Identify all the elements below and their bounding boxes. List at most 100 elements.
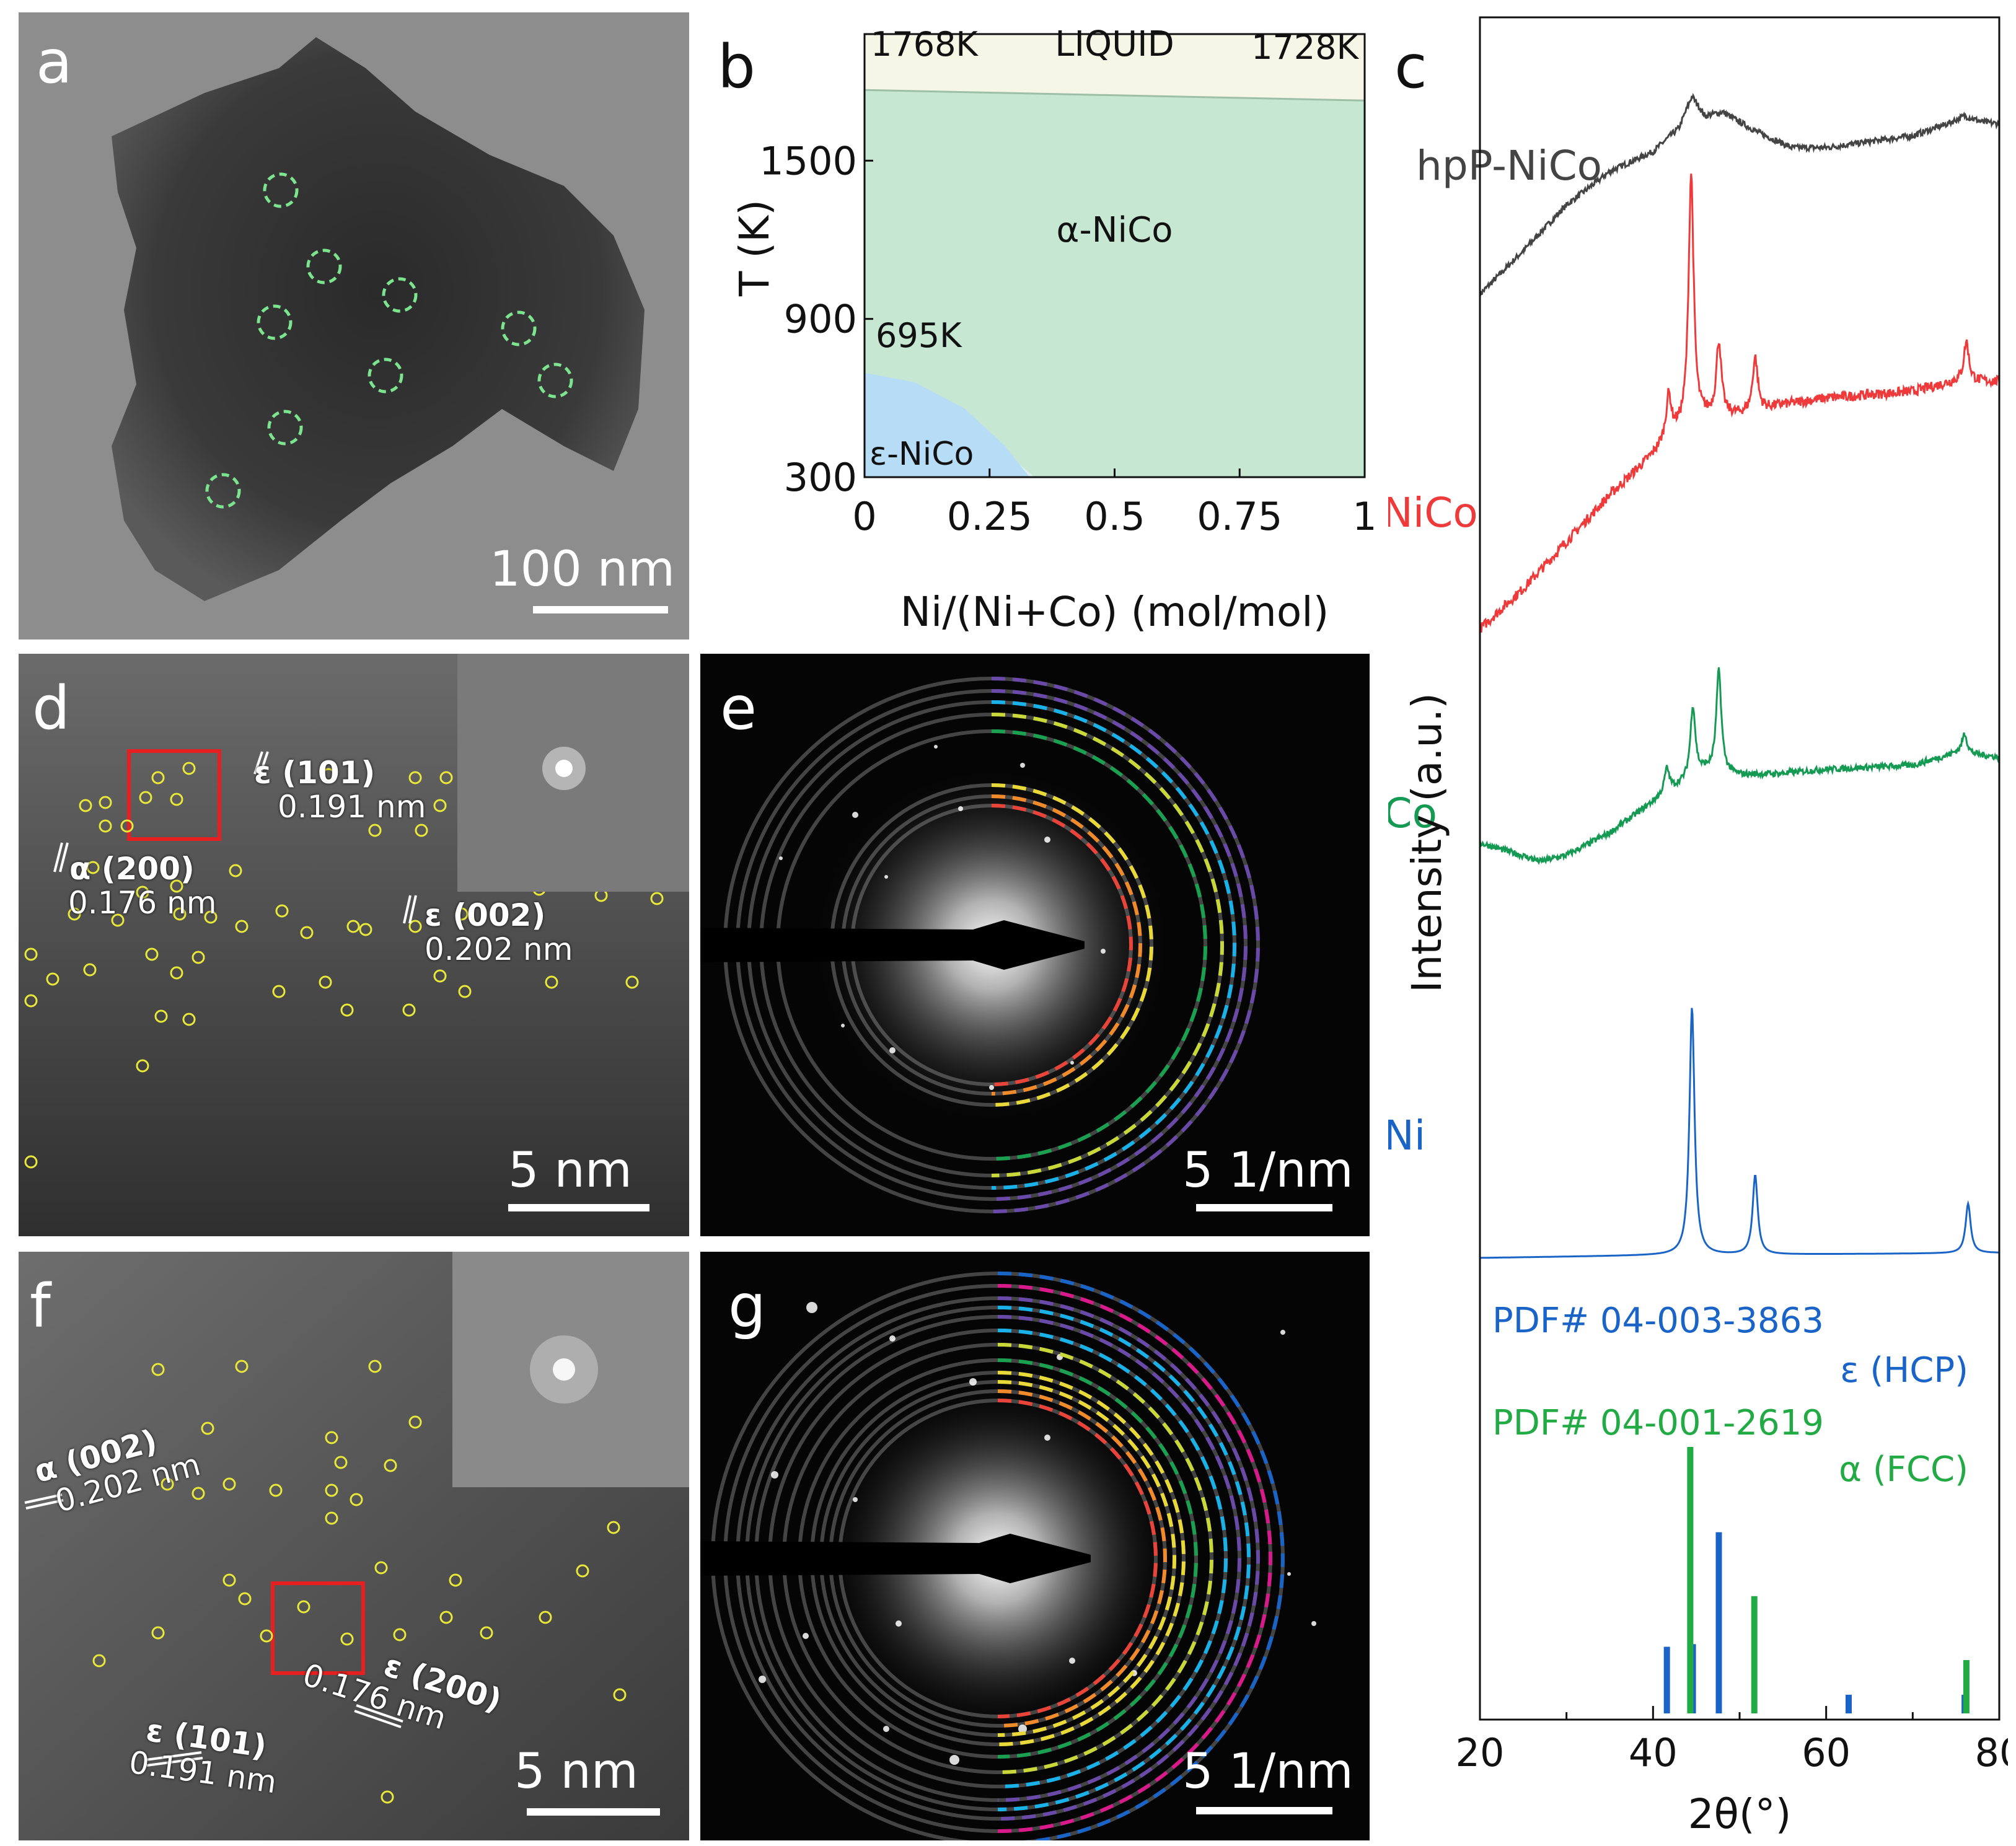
indexed-ring-arc bbox=[991, 677, 1260, 1213]
scale-bar bbox=[533, 606, 668, 613]
panel-label: a bbox=[36, 27, 73, 97]
y-tick-label: 300 bbox=[784, 455, 857, 500]
indexed-ring-arc bbox=[997, 1284, 1272, 1833]
scale-bar-label: 5 1/nm bbox=[1182, 1143, 1354, 1198]
lattice-annotation: ε (002) 0.202 nm bbox=[425, 899, 573, 967]
y-tick-label: 900 bbox=[784, 297, 857, 342]
plane-label: α (200) bbox=[69, 851, 195, 887]
x-axis-label: Ni/(Ni+Co) (mol/mol) bbox=[900, 588, 1329, 636]
scale-bar-label: 100 nm bbox=[490, 542, 676, 597]
indexed-ring-arc bbox=[997, 1343, 1213, 1774]
scale-bar-label: 5 1/nm bbox=[1182, 1744, 1354, 1800]
liquid-region bbox=[865, 34, 1365, 101]
hrtem-image bbox=[19, 654, 689, 1236]
diffraction-spot bbox=[969, 1378, 977, 1386]
indexed-ring-arc bbox=[997, 1371, 1186, 1746]
x-tick-label: 1 bbox=[1352, 494, 1376, 539]
x-tick-label: 0.5 bbox=[1084, 494, 1145, 539]
indexed-ring-arc bbox=[991, 783, 1153, 1107]
panel-a-tem-image: a 100 nm bbox=[19, 12, 689, 640]
panel-label: f bbox=[30, 1272, 51, 1341]
liquidus-line bbox=[864, 89, 1365, 102]
x-tick-label: 60 bbox=[1802, 1730, 1851, 1775]
diffraction-spot bbox=[1069, 1658, 1075, 1664]
diffraction-spot bbox=[889, 1335, 896, 1342]
diffraction-spot bbox=[989, 1085, 994, 1090]
diffraction-spot bbox=[934, 745, 938, 749]
region-of-interest bbox=[127, 749, 221, 841]
beam-stopper bbox=[700, 920, 1085, 970]
panel-label: g bbox=[728, 1272, 766, 1341]
nanoparticle-markers bbox=[205, 172, 573, 509]
indexed-ring-arc bbox=[991, 794, 1142, 1096]
diffraction-spot bbox=[949, 1755, 959, 1765]
saed-pattern bbox=[700, 677, 1260, 1213]
panel-label: d bbox=[32, 674, 70, 743]
indexed-ring-arc bbox=[997, 1358, 1198, 1759]
xrd-chart: hpP-NiCo hp-NiCo hp-Co hp-Ni PDF# 04-003-386… bbox=[1388, 16, 2008, 1838]
reference-phase: α (FCC) bbox=[1839, 1449, 1968, 1490]
atom-markers bbox=[92, 1360, 627, 1804]
scale-bar bbox=[508, 1204, 649, 1211]
panel-f-hrtem: α (002) 0.202 nm ε (200) 0.176 nm ε (101… bbox=[19, 1252, 689, 1840]
epsilon-region bbox=[865, 372, 1030, 477]
panel-c-xrd: hpP-NiCo hp-NiCo hp-Co hp-Ni PDF# 04-003-386… bbox=[1388, 12, 2008, 1840]
indexed-ring-arc bbox=[991, 729, 1207, 1161]
xrd-series-hp-NiCo bbox=[1479, 174, 2001, 633]
x-tick-label: 0 bbox=[852, 494, 876, 539]
indexed-ring-arc bbox=[991, 713, 1224, 1177]
series-label: hp-NiCo bbox=[1388, 489, 1478, 537]
reference-pdf: PDF# 04-001-2619 bbox=[1492, 1403, 1824, 1443]
x-tick-label: 40 bbox=[1629, 1730, 1678, 1775]
diffraction-spot bbox=[806, 1302, 817, 1313]
indexed-ring-arc bbox=[997, 1296, 1260, 1821]
region-label-liquid: LIQUID bbox=[1055, 24, 1174, 64]
diffraction-spot bbox=[884, 875, 888, 879]
y-axis-label: T (K) bbox=[731, 200, 778, 297]
diffraction-spot bbox=[1044, 837, 1050, 843]
reference-phase: ε (HCP) bbox=[1840, 1350, 1968, 1391]
y-tick-label: 1500 bbox=[759, 138, 857, 183]
plane-label: ε (101) bbox=[254, 755, 376, 791]
panel-g-saed: g 5 1/nm bbox=[700, 1252, 1370, 1840]
scale-bar bbox=[527, 1808, 660, 1816]
phase-diagram-chart: 300 900 1500 0 0.25 0.5 0.75 1 Ni/(Ni+Co) (mol/m… bbox=[731, 24, 1377, 636]
region-of-interest bbox=[271, 1581, 365, 1675]
x-tick-label: 80 bbox=[1975, 1730, 2008, 1775]
diffraction-spot bbox=[889, 1047, 896, 1053]
lattice-annotation: ε (101) 0.191 nm bbox=[254, 756, 426, 824]
panel-label: b bbox=[718, 32, 755, 102]
diffraction-spot bbox=[896, 1620, 902, 1627]
indexed-ring-arc bbox=[997, 1272, 1285, 1840]
d-spacing: 0.176 nm bbox=[68, 885, 217, 921]
diffraction-spot bbox=[1287, 1572, 1291, 1576]
diffraction-spot bbox=[841, 1024, 845, 1027]
d-spacing: 0.202 nm bbox=[425, 931, 573, 967]
indexed-ring-arc bbox=[997, 1380, 1176, 1737]
diffraction-spot bbox=[853, 1497, 858, 1502]
diffraction-spot bbox=[1280, 1330, 1285, 1335]
diffraction-spot bbox=[759, 1676, 766, 1683]
x-tick-label: 20 bbox=[1456, 1730, 1505, 1775]
diffraction-spot bbox=[1101, 949, 1106, 954]
scale-bar bbox=[1196, 1807, 1332, 1814]
annotation-695K: 695K bbox=[876, 316, 962, 355]
annotation-1768K: 1768K bbox=[871, 25, 979, 64]
plane-label: ε (002) bbox=[425, 897, 546, 933]
saed-pattern bbox=[700, 1272, 1316, 1840]
indexed-ring-arc bbox=[997, 1329, 1228, 1788]
diffraction-spot bbox=[779, 856, 783, 860]
indexed-ring-arc bbox=[991, 700, 1236, 1190]
beam-stopper bbox=[700, 1534, 1091, 1583]
reference-pdf: PDF# 04-003-3863 bbox=[1492, 1301, 1824, 1341]
diffraction-spot bbox=[958, 806, 963, 811]
diffraction-spot bbox=[1020, 763, 1025, 768]
scale-bar-label: 5 nm bbox=[514, 1744, 638, 1800]
d-spacing: 0.191 nm bbox=[278, 789, 426, 825]
panel-label: c bbox=[1394, 32, 1427, 102]
series-label: hp-Co bbox=[1388, 789, 1437, 837]
panel-label: e bbox=[720, 674, 757, 743]
scale-bar-label: 5 nm bbox=[508, 1143, 632, 1198]
diffraction-spot bbox=[1018, 1725, 1027, 1733]
x-tick-label: 0.75 bbox=[1197, 494, 1282, 539]
